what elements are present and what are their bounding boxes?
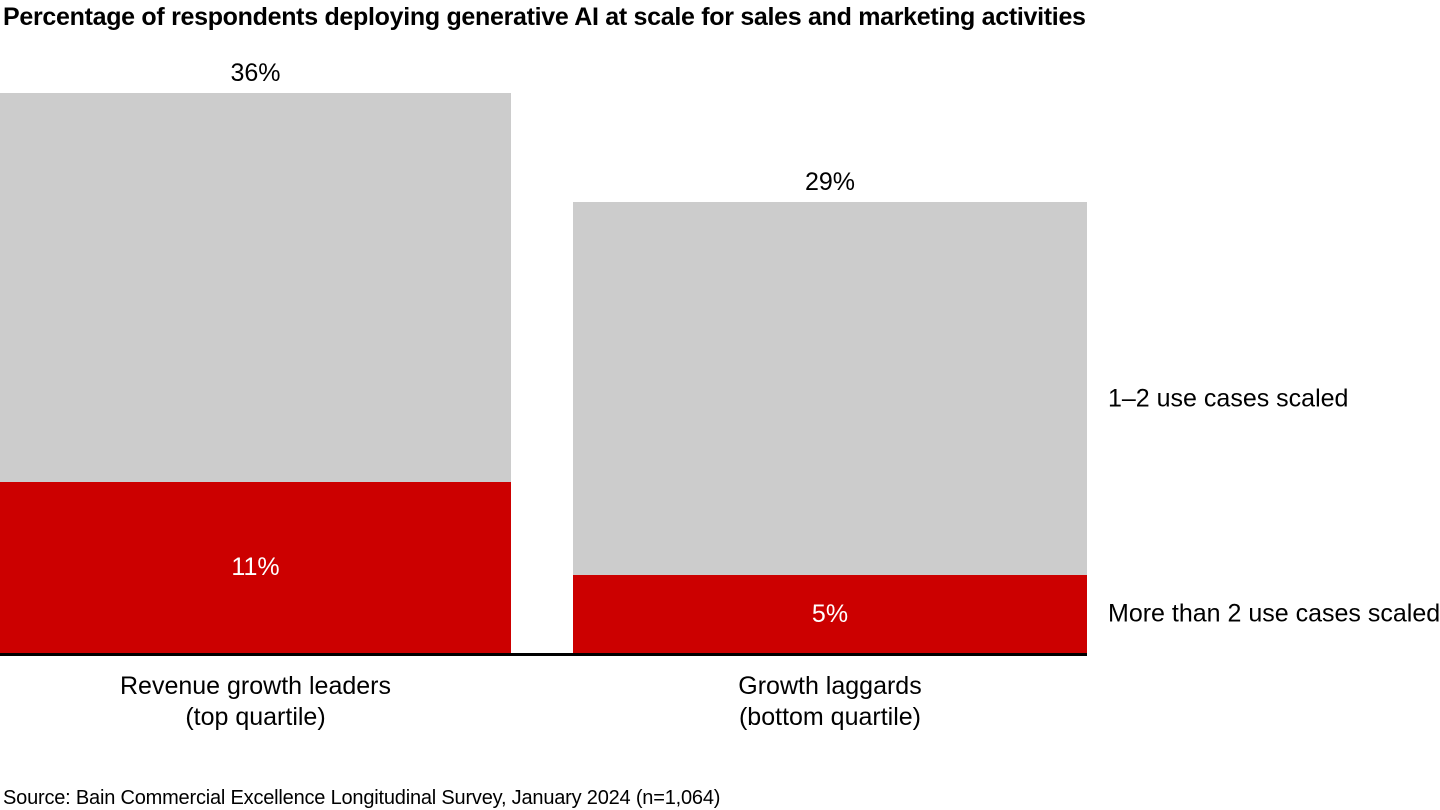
category-label-line2: (bottom quartile) (738, 703, 922, 731)
source-note: Source: Bain Commercial Excellence Longi… (3, 787, 721, 809)
segment-more-than-2-use-cases: 5% (573, 575, 1087, 653)
category-label-line2: (top quartile) (185, 703, 326, 731)
stacked-bar-1: 11% (0, 93, 511, 653)
x-axis-line (0, 653, 1087, 656)
segment-1-2-use-cases (573, 202, 1087, 576)
stacked-bar-2: 5% (573, 202, 1087, 653)
bar-total-label: 36% (230, 59, 281, 88)
segment-value-label: 5% (811, 599, 849, 628)
segment-1-2-use-cases (0, 93, 511, 482)
series-label-1-2-use-cases: 1–2 use cases scaled (1108, 384, 1349, 413)
series-label-more-than-2-use-cases: More than 2 use cases scaled (1108, 599, 1440, 628)
category-label-line1: Revenue growth leaders (120, 672, 391, 700)
category-label-line1: Growth laggards (738, 672, 922, 700)
category-label: Revenue growth leaders (top quartile) (0, 671, 511, 733)
chart-title: Percentage of respondents deploying gene… (3, 3, 1086, 31)
segment-more-than-2-use-cases: 11% (0, 481, 511, 653)
segment-value-label: 11% (231, 552, 280, 581)
category-label: Growth laggards (bottom quartile) (573, 671, 1087, 733)
bar-total-label: 29% (804, 168, 856, 197)
